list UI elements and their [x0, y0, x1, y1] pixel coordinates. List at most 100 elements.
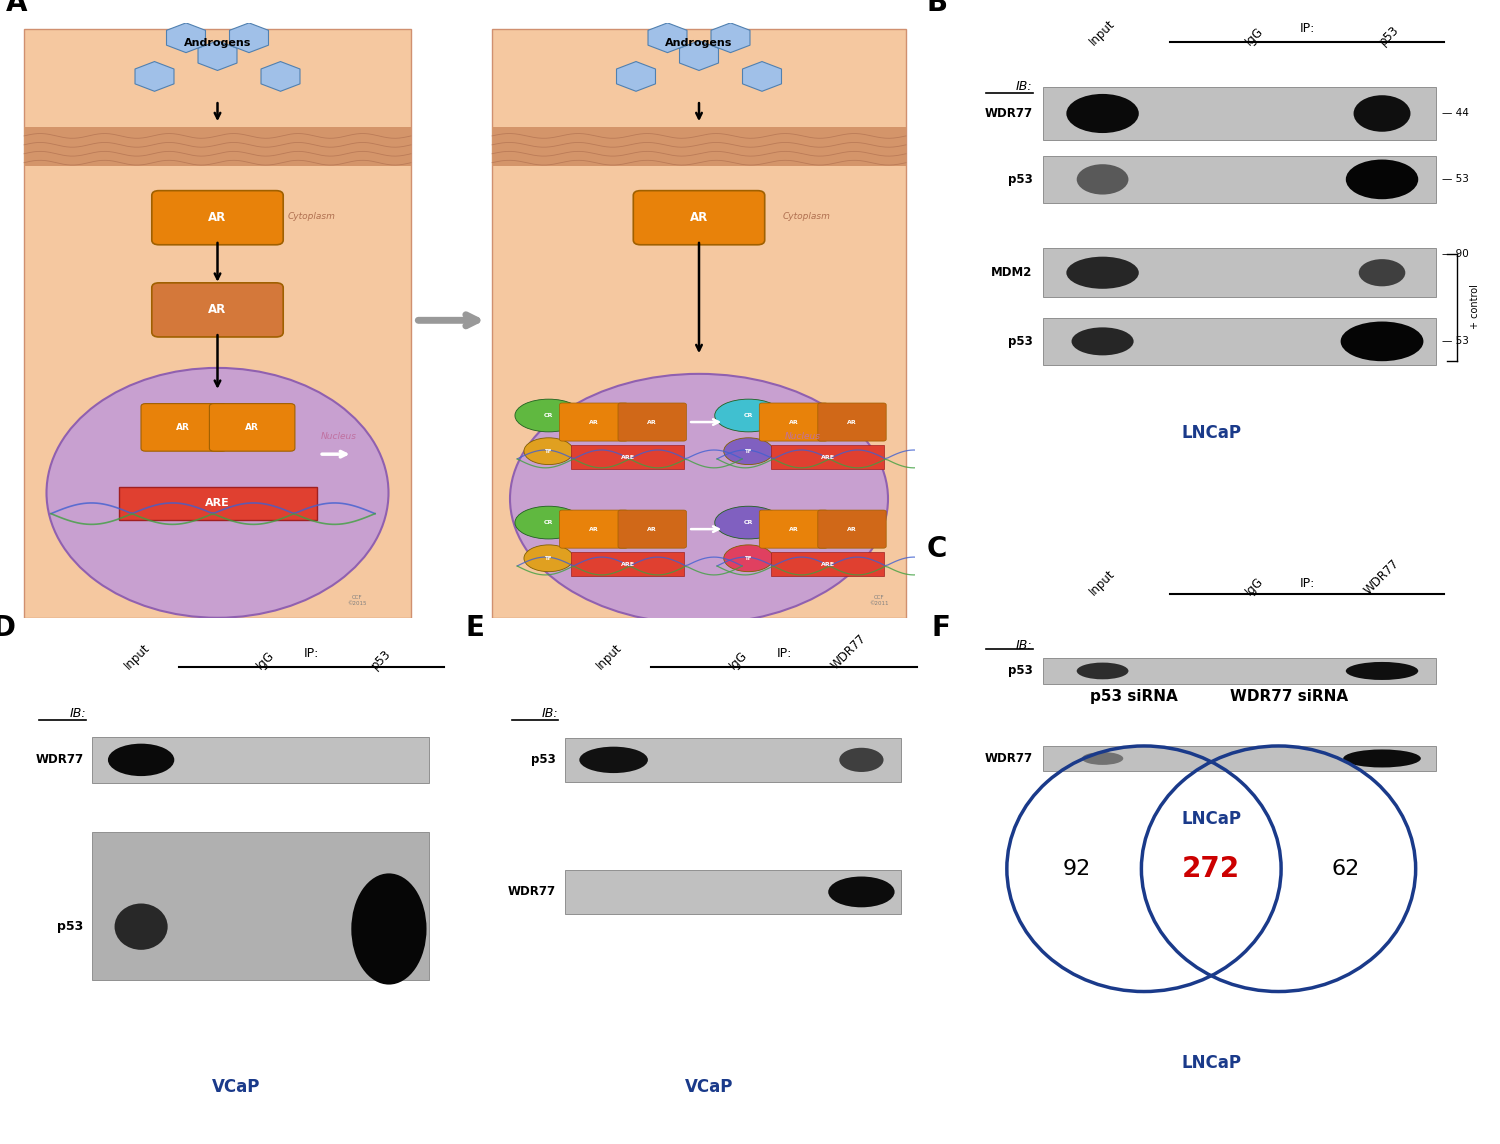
Ellipse shape — [1071, 327, 1134, 356]
Text: IB:: IB: — [1016, 80, 1032, 93]
Ellipse shape — [1066, 94, 1138, 133]
Ellipse shape — [1346, 159, 1419, 199]
Text: IB:: IB: — [1016, 638, 1032, 652]
FancyBboxPatch shape — [759, 510, 828, 548]
Text: 92: 92 — [1062, 859, 1090, 879]
FancyBboxPatch shape — [210, 404, 296, 451]
FancyBboxPatch shape — [759, 403, 828, 442]
Text: — 53: — 53 — [1442, 174, 1468, 184]
Text: p53: p53 — [1008, 335, 1032, 348]
Text: TF: TF — [744, 556, 752, 561]
FancyBboxPatch shape — [1042, 658, 1437, 684]
FancyBboxPatch shape — [152, 191, 284, 245]
Text: p53: p53 — [1008, 665, 1032, 677]
FancyBboxPatch shape — [1042, 87, 1437, 140]
Text: IP:: IP: — [1299, 22, 1314, 35]
Text: AR: AR — [209, 303, 226, 316]
FancyBboxPatch shape — [492, 127, 906, 166]
Text: p53: p53 — [531, 754, 556, 766]
FancyBboxPatch shape — [771, 553, 883, 577]
FancyBboxPatch shape — [492, 29, 906, 618]
Ellipse shape — [714, 506, 783, 539]
FancyBboxPatch shape — [618, 403, 687, 442]
FancyBboxPatch shape — [560, 403, 628, 442]
Text: ARE: ARE — [821, 454, 834, 460]
FancyBboxPatch shape — [1042, 248, 1437, 297]
Text: IB:: IB: — [69, 707, 86, 720]
Text: WDR77: WDR77 — [984, 752, 1032, 765]
Ellipse shape — [514, 399, 582, 432]
Text: VCaP: VCaP — [211, 1078, 261, 1096]
Text: E: E — [465, 613, 484, 642]
Ellipse shape — [514, 506, 582, 539]
Text: TF: TF — [544, 448, 552, 454]
Text: A: A — [6, 0, 27, 17]
Text: WDR77: WDR77 — [1362, 557, 1401, 597]
Text: TF: TF — [544, 556, 552, 561]
Text: IgG: IgG — [254, 649, 278, 672]
Ellipse shape — [1077, 662, 1128, 680]
FancyBboxPatch shape — [566, 738, 902, 781]
Text: 62: 62 — [1332, 859, 1360, 879]
Text: AR: AR — [590, 526, 598, 532]
Ellipse shape — [1346, 662, 1419, 680]
Text: IgG: IgG — [1242, 24, 1266, 48]
Ellipse shape — [510, 374, 888, 623]
Text: IB:: IB: — [542, 707, 558, 720]
Text: CR: CR — [744, 521, 753, 525]
Text: LNCaP: LNCaP — [1182, 423, 1242, 442]
Text: — 90: — 90 — [1442, 248, 1468, 259]
FancyBboxPatch shape — [141, 404, 226, 451]
Ellipse shape — [351, 873, 426, 985]
Text: Cytoplasm: Cytoplasm — [783, 212, 831, 221]
Text: AR: AR — [209, 210, 226, 224]
FancyBboxPatch shape — [1042, 318, 1437, 365]
Text: Androgens: Androgens — [666, 38, 732, 48]
Text: p53: p53 — [1008, 173, 1032, 185]
Text: — 53: — 53 — [1442, 336, 1468, 347]
Text: AR: AR — [590, 420, 598, 424]
Text: AR: AR — [690, 210, 708, 224]
Text: WDR77: WDR77 — [984, 108, 1032, 120]
Text: C: C — [927, 535, 946, 563]
Text: D: D — [0, 613, 16, 642]
FancyBboxPatch shape — [618, 510, 687, 548]
Text: ARE: ARE — [621, 562, 634, 566]
Text: CR: CR — [544, 521, 554, 525]
Ellipse shape — [714, 399, 783, 432]
FancyBboxPatch shape — [118, 487, 316, 519]
FancyBboxPatch shape — [560, 510, 628, 548]
Text: LNCaP: LNCaP — [1182, 1054, 1242, 1072]
FancyBboxPatch shape — [633, 191, 765, 245]
FancyBboxPatch shape — [93, 737, 429, 782]
FancyBboxPatch shape — [771, 445, 883, 469]
Ellipse shape — [828, 876, 894, 907]
Text: Input: Input — [122, 641, 152, 672]
Ellipse shape — [1082, 752, 1124, 765]
Text: ARE: ARE — [621, 454, 634, 460]
FancyBboxPatch shape — [152, 283, 284, 337]
Text: Input: Input — [1088, 17, 1118, 48]
Text: AR: AR — [789, 420, 798, 424]
Text: TF: TF — [744, 448, 752, 454]
Text: F: F — [932, 613, 951, 642]
Ellipse shape — [723, 438, 774, 464]
Ellipse shape — [524, 438, 573, 464]
Text: WDR77: WDR77 — [36, 754, 84, 766]
FancyBboxPatch shape — [818, 403, 886, 442]
Text: CCF
©2011: CCF ©2011 — [870, 595, 888, 606]
FancyBboxPatch shape — [1042, 746, 1437, 771]
FancyBboxPatch shape — [818, 510, 886, 548]
Ellipse shape — [1341, 321, 1424, 362]
Text: p53: p53 — [369, 646, 394, 672]
Text: LNCaP: LNCaP — [1182, 810, 1242, 828]
FancyBboxPatch shape — [572, 445, 684, 469]
Text: IP:: IP: — [304, 648, 320, 660]
Text: ARE: ARE — [821, 562, 834, 566]
Text: CR: CR — [544, 413, 554, 418]
Ellipse shape — [1342, 749, 1420, 768]
Text: p53 siRNA: p53 siRNA — [1089, 690, 1178, 705]
Text: AR: AR — [648, 526, 657, 532]
Text: CR: CR — [744, 413, 753, 418]
Text: IgG: IgG — [1242, 574, 1266, 597]
